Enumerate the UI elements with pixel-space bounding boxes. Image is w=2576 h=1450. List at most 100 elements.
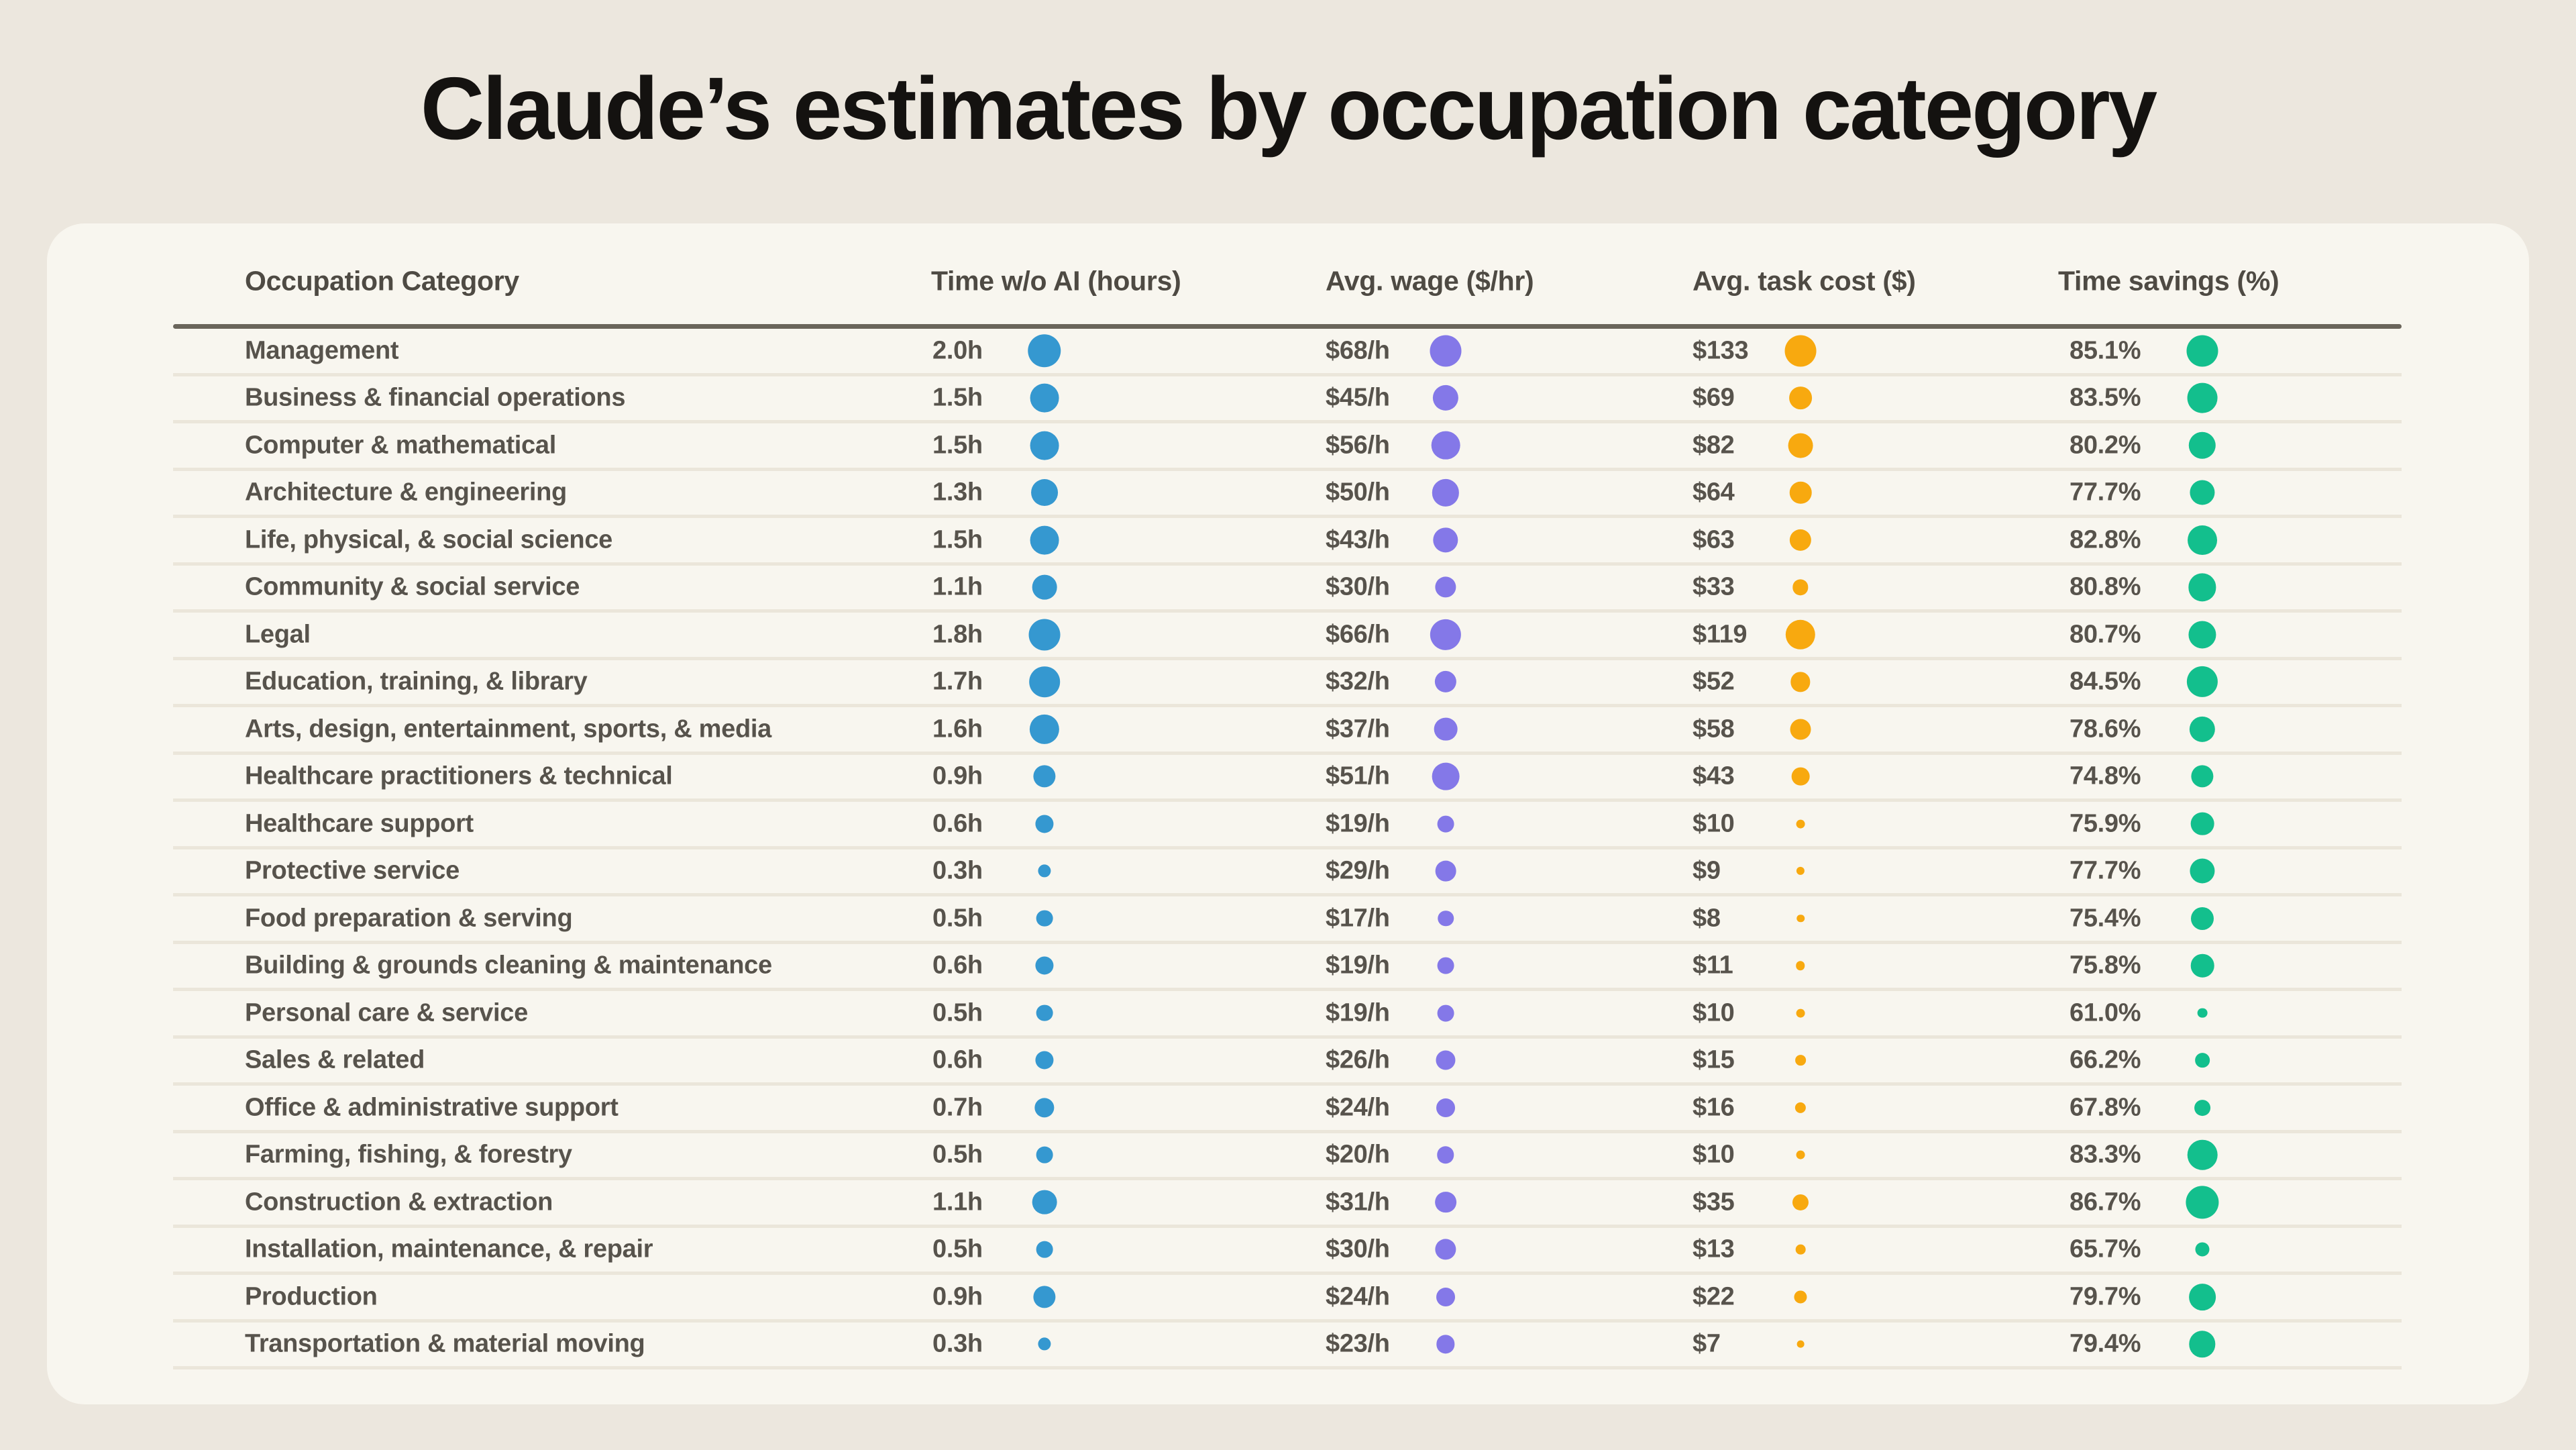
occupation-label: Arts, design, entertainment, sports, & m… xyxy=(245,715,771,743)
occupation-label: Protective service xyxy=(245,856,460,885)
wage-dot xyxy=(1435,576,1456,598)
wage-dot xyxy=(1436,1050,1456,1070)
task-cost-value: $64 xyxy=(1693,478,1735,507)
time-savings-dot xyxy=(2194,1099,2210,1116)
wage-value: $45/h xyxy=(1326,383,1390,412)
occupation-label: Legal xyxy=(245,620,311,649)
wage-value: $56/h xyxy=(1326,431,1390,460)
wage-dot xyxy=(1436,1335,1455,1353)
time-value: 0.5h xyxy=(932,1140,983,1169)
task-cost-value: $13 xyxy=(1693,1235,1735,1263)
table-row: Protective service 0.3h $29/h $9 77.7% xyxy=(173,849,2402,896)
time-value: 2.0h xyxy=(932,336,983,365)
time-value: 0.3h xyxy=(932,1329,983,1358)
time-savings-value: 75.4% xyxy=(2070,904,2141,933)
wage-value: $19/h xyxy=(1326,998,1390,1027)
time-savings-value: 74.8% xyxy=(2070,762,2141,790)
task-cost-value: $43 xyxy=(1693,762,1735,790)
table-row: Office & administrative support 0.7h $24… xyxy=(173,1086,2402,1133)
time-savings-value: 82.8% xyxy=(2070,525,2141,554)
time-dot xyxy=(1036,1004,1053,1022)
table-row: Personal care & service 0.5h $19/h $10 6… xyxy=(173,991,2402,1039)
time-savings-value: 65.7% xyxy=(2070,1235,2141,1263)
occupation-label: Life, physical, & social science xyxy=(245,525,612,554)
task-cost-value: $119 xyxy=(1693,620,1748,649)
time-dot xyxy=(1029,714,1060,744)
task-cost-dot xyxy=(1795,1244,1806,1255)
occupation-label: Healthcare practitioners & technical xyxy=(245,762,673,790)
wage-value: $23/h xyxy=(1326,1329,1390,1358)
time-dot xyxy=(1032,1190,1057,1215)
wage-value: $24/h xyxy=(1326,1282,1390,1311)
task-cost-dot xyxy=(1784,335,1817,367)
time-value: 1.5h xyxy=(932,431,983,460)
header-time-without-ai: Time w/o AI (hours) xyxy=(931,265,1181,297)
time-savings-dot xyxy=(2195,1053,2210,1068)
time-value: 0.6h xyxy=(932,1045,983,1074)
time-savings-value: 80.8% xyxy=(2070,572,2141,601)
table-row: Farming, fishing, & forestry 0.5h $20/h … xyxy=(173,1133,2402,1180)
occupation-label: Construction & extraction xyxy=(245,1188,553,1216)
task-cost-value: $22 xyxy=(1693,1282,1735,1311)
time-value: 0.9h xyxy=(932,1282,983,1311)
time-savings-value: 84.5% xyxy=(2070,667,2141,696)
table-row: Community & social service 1.1h $30/h $3… xyxy=(173,566,2402,613)
time-savings-dot xyxy=(2189,1283,2216,1310)
occupation-label: Management xyxy=(245,336,399,365)
wage-value: $24/h xyxy=(1326,1093,1390,1122)
time-value: 1.1h xyxy=(932,1188,983,1216)
table-row: Management 2.0h $68/h $133 85.1% xyxy=(173,329,2402,376)
time-dot xyxy=(1030,383,1059,413)
time-value: 1.5h xyxy=(932,525,983,554)
task-cost-value: $58 xyxy=(1693,715,1735,743)
task-cost-dot xyxy=(1794,1102,1807,1113)
task-cost-value: $16 xyxy=(1693,1093,1735,1122)
occupation-label: Sales & related xyxy=(245,1045,425,1074)
header-occupation-category: Occupation Category xyxy=(245,265,519,297)
time-value: 1.5h xyxy=(932,383,983,412)
task-cost-value: $133 xyxy=(1693,336,1749,365)
wage-value: $19/h xyxy=(1326,951,1390,980)
wage-dot xyxy=(1432,479,1460,507)
time-savings-dot xyxy=(2188,573,2216,601)
time-savings-dot xyxy=(2190,812,2214,836)
task-cost-dot xyxy=(1796,1340,1805,1348)
time-dot xyxy=(1034,1098,1055,1118)
task-cost-dot xyxy=(1790,672,1811,692)
wage-dot xyxy=(1435,1191,1456,1213)
time-dot xyxy=(1035,815,1054,833)
wage-dot xyxy=(1436,1098,1455,1117)
time-savings-dot xyxy=(2187,382,2218,413)
occupation-label: Architecture & engineering xyxy=(245,478,567,507)
time-dot xyxy=(1028,619,1061,651)
task-cost-dot xyxy=(1789,529,1812,551)
task-cost-dot xyxy=(1792,579,1809,595)
time-dot xyxy=(1035,1051,1054,1070)
wage-dot xyxy=(1437,815,1454,833)
time-savings-value: 86.7% xyxy=(2070,1188,2141,1216)
time-savings-value: 75.8% xyxy=(2070,951,2141,980)
task-cost-dot xyxy=(1791,767,1810,786)
task-cost-dot xyxy=(1796,961,1805,970)
wage-value: $31/h xyxy=(1326,1188,1390,1216)
wage-value: $68/h xyxy=(1326,336,1390,365)
time-value: 1.7h xyxy=(932,667,983,696)
time-value: 1.1h xyxy=(932,572,983,601)
time-dot xyxy=(1033,1286,1056,1308)
occupation-label: Transportation & material moving xyxy=(245,1329,645,1358)
table-row: Sales & related 0.6h $26/h $15 66.2% xyxy=(173,1039,2402,1086)
time-value: 0.3h xyxy=(932,856,983,885)
table-row: Construction & extraction 1.1h $31/h $35… xyxy=(173,1180,2402,1228)
task-cost-dot xyxy=(1792,1194,1809,1210)
time-dot xyxy=(1038,1337,1051,1351)
time-dot xyxy=(1028,334,1061,368)
time-savings-dot xyxy=(2191,765,2214,788)
time-savings-dot xyxy=(2190,480,2215,505)
time-savings-dot xyxy=(2190,953,2214,978)
time-savings-dot xyxy=(2188,621,2216,649)
wage-dot xyxy=(1432,762,1460,790)
task-cost-value: $7 xyxy=(1693,1329,1721,1358)
wage-dot xyxy=(1435,1239,1456,1260)
time-savings-value: 79.4% xyxy=(2070,1329,2141,1358)
table-row: Business & financial operations 1.5h $45… xyxy=(173,376,2402,423)
